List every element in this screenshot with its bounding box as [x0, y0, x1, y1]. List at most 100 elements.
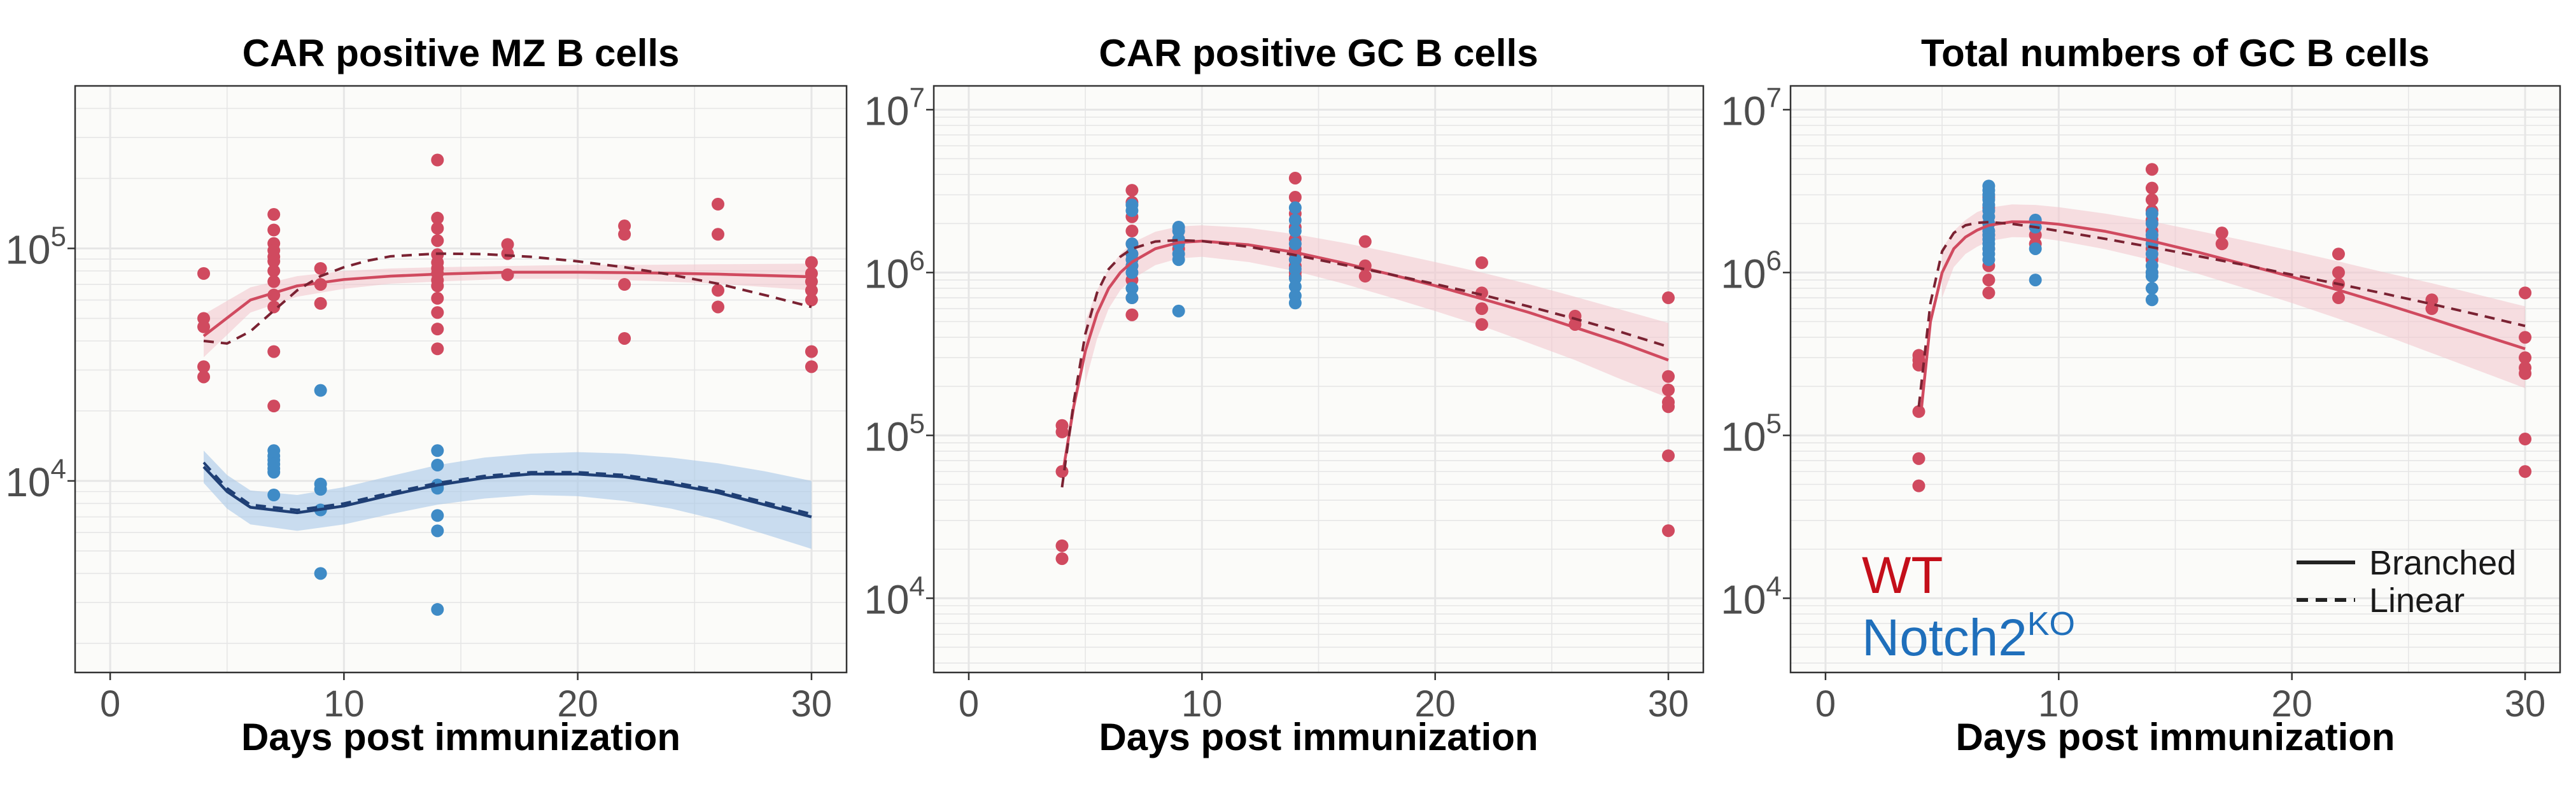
- data-point-Notch2KO: [2145, 270, 2158, 283]
- plot-area: [1912, 163, 2532, 492]
- data-point-WT: [805, 345, 818, 358]
- panel-border: [1789, 85, 2561, 674]
- data-point-WT: [501, 247, 514, 260]
- data-point-WT: [2519, 286, 2532, 300]
- data-point-Notch2KO: [267, 466, 281, 479]
- data-point-WT: [2145, 193, 2158, 206]
- data-point-WT: [618, 278, 631, 291]
- panel-2: CAR positive GC B cells 0 10 20 30 Days post …: [864, 32, 1705, 758]
- data-point-WT: [197, 267, 210, 280]
- data-point-WT: [1475, 256, 1488, 269]
- data-point-WT: [267, 400, 281, 413]
- y-tick-label: 105: [5, 221, 66, 272]
- data-point-WT: [2145, 163, 2158, 176]
- data-point-WT: [2215, 237, 2228, 251]
- data-point-Notch2KO: [2145, 217, 2158, 230]
- data-point-WT: [618, 228, 631, 241]
- data-point-WT: [1055, 539, 1069, 552]
- data-point-WT: [501, 268, 514, 281]
- data-point-WT: [805, 284, 818, 297]
- data-point-WT: [2519, 367, 2532, 380]
- y-tick-base: 10: [5, 459, 50, 505]
- data-point-WT: [1912, 452, 1925, 465]
- data-point-WT: [1982, 274, 1995, 287]
- data-point-Notch2KO: [2145, 293, 2158, 307]
- data-point-WT: [1125, 184, 1139, 197]
- data-point-WT: [2215, 226, 2228, 240]
- data-point-Notch2KO: [1125, 291, 1139, 305]
- panel-title: CAR positive MZ B cells: [243, 32, 680, 74]
- data-point-WT: [618, 331, 631, 345]
- x-tick-label: 30: [791, 683, 833, 725]
- y-tick-base: 10: [1721, 576, 1766, 622]
- data-point-Notch2KO: [314, 567, 327, 580]
- x-tick-label: 20: [2271, 683, 2312, 725]
- legend-group-superscript: KO: [2027, 606, 2075, 643]
- panel-1: CAR positive MZ B cells 0 10 20 30 Days post …: [5, 32, 848, 758]
- y-tick-label: 104: [864, 571, 925, 622]
- fit-line-branched-Notch2KO: [202, 466, 812, 519]
- x-tick-label: 0: [100, 683, 120, 725]
- panel-title: CAR positive GC B cells: [1099, 32, 1538, 74]
- y-tick-base: 10: [1721, 414, 1766, 459]
- data-point-WT: [314, 296, 327, 310]
- data-point-Notch2KO: [1125, 282, 1139, 295]
- y-tick-label: 106: [864, 245, 925, 296]
- y-tick-exponent: 7: [1766, 82, 1782, 113]
- legend-group-label: Notch2: [1862, 609, 2027, 667]
- data-point-WT: [431, 153, 444, 167]
- y-tick-label: 107: [864, 82, 925, 134]
- data-point-Notch2KO: [314, 384, 327, 397]
- data-point-WT: [2519, 351, 2532, 365]
- data-point-Notch2KO: [1288, 253, 1302, 267]
- y-tick-base: 10: [5, 226, 50, 272]
- data-point-WT: [267, 254, 281, 268]
- y-tick-exponent: 4: [910, 571, 925, 602]
- legend-group-label: WT: [1862, 547, 1943, 604]
- x-tick-label: 30: [2505, 683, 2546, 725]
- y-tick-label: 105: [1721, 408, 1782, 459]
- legend-line-label: Branched: [2369, 544, 2516, 582]
- y-tick-exponent: 6: [910, 245, 925, 276]
- data-point-WT: [1475, 317, 1488, 331]
- x-axis-label: Days post immunization: [1099, 716, 1538, 758]
- data-point-Notch2KO: [1288, 262, 1302, 275]
- data-point-WT: [1662, 383, 1675, 396]
- confidence-band-Notch2KO: [204, 450, 812, 549]
- fit-line-branched-WT: [202, 270, 812, 337]
- data-point-WT: [267, 264, 281, 277]
- data-point-WT: [712, 228, 724, 241]
- y-tick-label: 104: [5, 454, 66, 505]
- x-tick-label: 0: [959, 683, 979, 725]
- y-tick-exponent: 5: [910, 408, 925, 439]
- y-tick-label: 104: [1721, 571, 1782, 622]
- data-point-Notch2KO: [1288, 213, 1302, 226]
- data-point-Notch2KO: [431, 524, 444, 538]
- data-point-Notch2KO: [2145, 247, 2158, 261]
- confidence-band-WT: [204, 263, 812, 358]
- x-tick-label: 20: [1414, 683, 1456, 725]
- data-point-WT: [2145, 181, 2158, 195]
- x-axis-label: Days post immunization: [241, 716, 680, 758]
- data-point-WT: [267, 275, 281, 288]
- y-tick-base: 10: [1721, 88, 1766, 134]
- data-point-WT: [1912, 479, 1925, 492]
- data-point-Notch2KO: [267, 489, 281, 502]
- x-tick-label: 20: [557, 683, 598, 725]
- data-point-WT: [2519, 331, 2532, 344]
- data-point-Notch2KO: [2029, 274, 2042, 287]
- data-point-WT: [805, 360, 818, 373]
- data-point-WT: [1358, 270, 1372, 283]
- y-tick-exponent: 4: [51, 454, 66, 485]
- fit-line-linear-Notch2KO: [202, 461, 812, 515]
- confidence-band-WT: [1085, 225, 1669, 398]
- data-point-WT: [805, 275, 818, 288]
- panel-border: [933, 85, 1705, 674]
- y-tick-base: 10: [864, 414, 909, 459]
- data-point-WT: [712, 284, 724, 297]
- data-point-Notch2KO: [314, 483, 327, 496]
- data-point-WT: [1475, 286, 1488, 300]
- data-point-Notch2KO: [1982, 253, 1995, 267]
- data-point-WT: [197, 360, 210, 373]
